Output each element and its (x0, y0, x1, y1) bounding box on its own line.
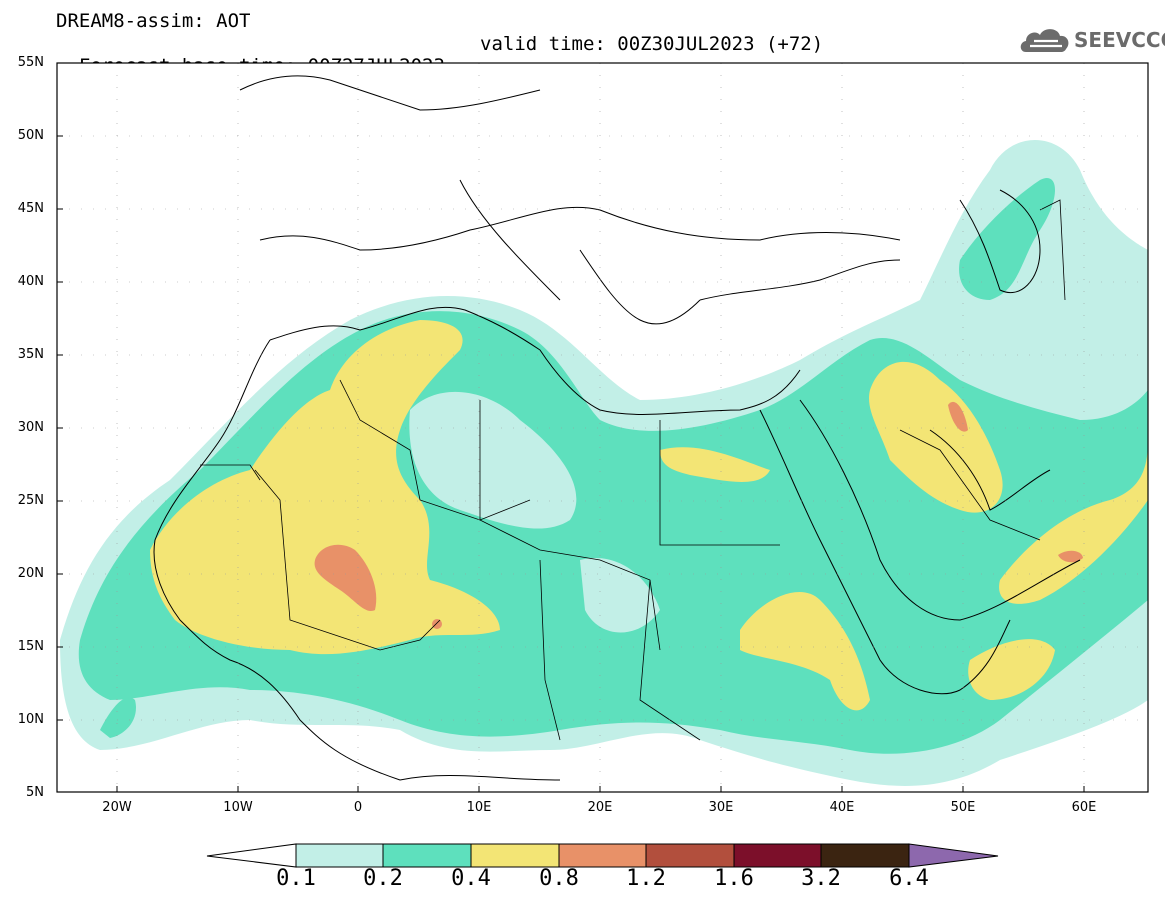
lon-label: 50E (950, 800, 976, 815)
lon-label: 20E (587, 800, 613, 815)
arabia-coast (799, 399, 1081, 621)
lat-label: 15N (17, 639, 44, 654)
west-africa-coast (153, 339, 561, 781)
central-asia-border (1039, 199, 1066, 301)
aot-field (60, 140, 1148, 786)
balkans-coast (579, 249, 701, 325)
aot-hole-chad (580, 558, 660, 633)
aot-band-0.8-mali (314, 544, 377, 611)
aot-band-0.8-iraq (948, 401, 968, 432)
aot-band-0.4 (150, 320, 500, 655)
lat-label: 25N (17, 493, 44, 508)
aot-band-0.4-oman (999, 440, 1148, 604)
aot-band-0.4-egypt (660, 447, 770, 482)
libya-chad-border (479, 400, 661, 651)
axis-ticks (57, 62, 1085, 793)
lon-label: 0 (353, 800, 363, 815)
colorbar-label: 6.4 (889, 866, 929, 891)
lat-label: 5N (26, 785, 44, 800)
colorbar-label: 1.2 (626, 866, 666, 891)
map-title: DREAM8-assim: AOT (56, 10, 251, 32)
north-africa-coast (269, 306, 801, 415)
colorbar-label: 1.6 (714, 866, 754, 891)
aot-band-0.2-caspian (959, 178, 1055, 300)
colorbar-label: 3.2 (801, 866, 841, 891)
aot-hole-libya (409, 391, 577, 529)
mali-border (254, 469, 441, 651)
egypt-border (659, 420, 780, 546)
borders (200, 199, 1066, 741)
aot-band-0.4-arabia (869, 361, 1003, 513)
europe-south-coast (259, 206, 901, 251)
logo-text: SEEVCCC (1074, 28, 1165, 52)
europe-north (239, 75, 541, 111)
lon-label: 60E (1071, 800, 1097, 815)
aot-band-0.4-sudan (740, 591, 870, 711)
caspian-coast (959, 189, 1041, 293)
sudan-border (639, 579, 701, 741)
lon-label: 10W (223, 800, 253, 815)
red-sea-west (759, 409, 1011, 695)
algeria-border (339, 379, 531, 521)
aot-band-0.4-yemen (968, 639, 1055, 700)
colorbar-label: 0.4 (451, 866, 491, 891)
lat-label: 40N (17, 274, 44, 289)
lat-label: 55N (17, 55, 44, 70)
lon-label: 10E (466, 800, 492, 815)
turkey-coast (699, 259, 901, 301)
saudi-border (899, 429, 1041, 541)
lon-label: 20W (102, 800, 132, 815)
colorbar-label: 0.8 (539, 866, 579, 891)
lat-label: 10N (17, 712, 44, 727)
lon-label: 40E (829, 800, 855, 815)
seevccc-logo: SEEVCCC (1018, 22, 1165, 56)
aot-spot-niger (432, 619, 442, 629)
colorbar-label: 0.2 (363, 866, 403, 891)
aot-band-0.8-oman (1058, 550, 1083, 563)
lat-label: 35N (17, 347, 44, 362)
gulf-coast (929, 429, 1051, 511)
lat-label: 30N (17, 420, 44, 435)
italy-coast (459, 179, 561, 301)
coastlines (153, 75, 1081, 781)
lon-label: 30E (708, 800, 734, 815)
lat-label: 20N (17, 566, 44, 581)
lat-label: 50N (17, 128, 44, 143)
cloud-logo-icon (1020, 29, 1069, 52)
valid-time: valid time: 00Z30JUL2023 (+72) (480, 33, 824, 55)
chad-border (539, 559, 561, 741)
morocco-border (200, 464, 261, 481)
lat-label: 45N (17, 201, 44, 216)
colorbar-label: 0.1 (276, 866, 316, 891)
aot-band-0.2-west (100, 697, 136, 738)
